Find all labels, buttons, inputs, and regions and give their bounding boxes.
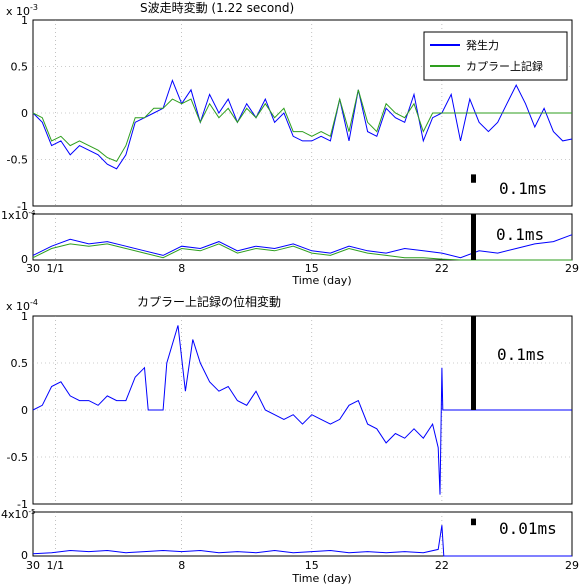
panel-4-grid bbox=[55, 512, 443, 556]
legend-label-1: 発生力 bbox=[466, 38, 499, 52]
panel-3: カプラー上記録の位相変動 x 10-4 1 0.5 0 -0.5 -1 0.1m… bbox=[6, 294, 573, 511]
x-tick-label: 29 bbox=[565, 559, 579, 572]
panel-2-x-ticks: 30 1/1 8 15 22 29 bbox=[26, 262, 579, 275]
series-line-green bbox=[32, 243, 572, 261]
panel-3-grid bbox=[33, 316, 572, 504]
legend-label-2: カプラー上記録 bbox=[466, 59, 543, 73]
panel-1-scale-marker bbox=[470, 174, 476, 183]
panel-4-x-ticks: 30 1/1 8 15 22 29 bbox=[26, 559, 579, 572]
legend: 発生力 カプラー上記録 bbox=[423, 31, 568, 81]
x-axis-label-2: Time (day) bbox=[291, 572, 351, 585]
panel-4-ytick-top: 4x10-5 bbox=[1, 508, 36, 521]
panel-2-ytick-top: 1x10-4 bbox=[1, 209, 36, 222]
x-tick-label: 22 bbox=[435, 262, 449, 275]
panel-2: 1x10-4 0 0.1ms 30 1/1 8 15 22 29 Time (d… bbox=[1, 209, 579, 287]
series-line-blue bbox=[32, 525, 572, 557]
panel-1: S波走時変動 (1.22 second) x 10-3 1 0.5 0 -0.5… bbox=[6, 0, 573, 213]
panel-1-scale-label: 0.1ms bbox=[499, 179, 547, 198]
panel-1-ytick: 1 bbox=[21, 14, 28, 27]
x-tick-label: 1/1 bbox=[46, 559, 64, 572]
panel-2-series bbox=[32, 234, 573, 261]
panel-3-ytick: -1 bbox=[17, 498, 28, 511]
panel-3-ytick: 0.5 bbox=[11, 357, 29, 370]
panel-3-scale-marker bbox=[470, 316, 476, 410]
x-tick-label: 30 bbox=[26, 559, 40, 572]
panel-1-ytick: -1 bbox=[17, 200, 28, 213]
panel-4-ytick-bottom: 0 bbox=[21, 549, 28, 562]
panel-2-frame bbox=[32, 213, 573, 261]
panel-4-scale-label: 0.01ms bbox=[499, 519, 557, 538]
series-line-blue bbox=[32, 325, 572, 495]
x-tick-label: 15 bbox=[305, 262, 319, 275]
x-tick-label: 15 bbox=[305, 559, 319, 572]
panel-3-scale-label: 0.1ms bbox=[497, 345, 545, 364]
legend-box bbox=[423, 31, 568, 81]
panel-3-series bbox=[32, 325, 572, 495]
panel-3-ytick: 0 bbox=[21, 404, 28, 417]
panel-2-scale-label: 0.1ms bbox=[496, 225, 544, 244]
series-line-green bbox=[32, 89, 572, 163]
panel-2-ytick-bottom: 0 bbox=[21, 253, 28, 266]
series-line-blue bbox=[32, 234, 573, 259]
panel-3-ytick: -0.5 bbox=[7, 451, 28, 464]
x-tick-label: 30 bbox=[26, 262, 40, 275]
panel-4-frame bbox=[32, 511, 573, 557]
x-tick-label: 29 bbox=[565, 262, 579, 275]
panel-1-title: S波走時変動 (1.22 second) bbox=[140, 0, 294, 15]
panel-4: 4x10-5 0 0.01ms 30 1/1 8 15 22 29 Time (… bbox=[1, 508, 579, 585]
panel-3-ytick: 1 bbox=[21, 310, 28, 323]
panel-1-y-ticks: 1 0.5 0 -0.5 -1 bbox=[7, 14, 28, 213]
panel-1-ytick: -0.5 bbox=[7, 154, 28, 167]
x-tick-label: 22 bbox=[435, 559, 449, 572]
panel-1-ytick: 0.5 bbox=[11, 61, 29, 74]
panel-1-series bbox=[32, 78, 573, 170]
x-tick-label: 8 bbox=[178, 559, 185, 572]
panel-3-y-ticks: 1 0.5 0 -0.5 -1 bbox=[7, 310, 28, 511]
panel-1-exponent: x 10-3 bbox=[6, 3, 38, 18]
x-tick-label: 1/1 bbox=[46, 262, 64, 275]
series-line-blue bbox=[32, 78, 573, 170]
panel-4-series bbox=[32, 525, 572, 557]
x-tick-label: 8 bbox=[178, 262, 185, 275]
panel-3-title: カプラー上記録の位相変動 bbox=[137, 294, 281, 309]
x-axis-label-1: Time (day) bbox=[291, 274, 351, 287]
panel-1-ytick: 0 bbox=[21, 107, 28, 120]
panel-2-scale-marker bbox=[470, 214, 476, 260]
panel-4-scale-marker bbox=[470, 518, 476, 526]
panel-3-exponent: x 10-4 bbox=[6, 298, 38, 313]
